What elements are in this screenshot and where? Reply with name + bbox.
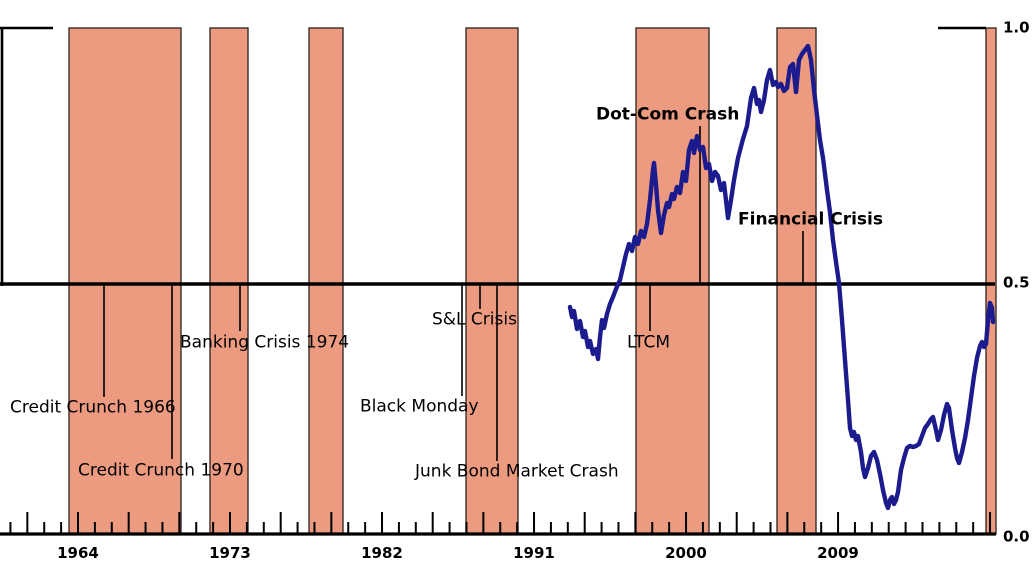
crisis-indicator-line bbox=[567, 43, 996, 511]
recession-band-5 bbox=[776, 27, 817, 535]
recession-band-6 bbox=[985, 27, 997, 535]
recession-band-3 bbox=[465, 27, 519, 535]
recession-band-4 bbox=[635, 27, 710, 535]
recession-band-0 bbox=[68, 27, 182, 535]
recession-band-1 bbox=[209, 27, 249, 535]
recession-band-2 bbox=[308, 27, 344, 535]
